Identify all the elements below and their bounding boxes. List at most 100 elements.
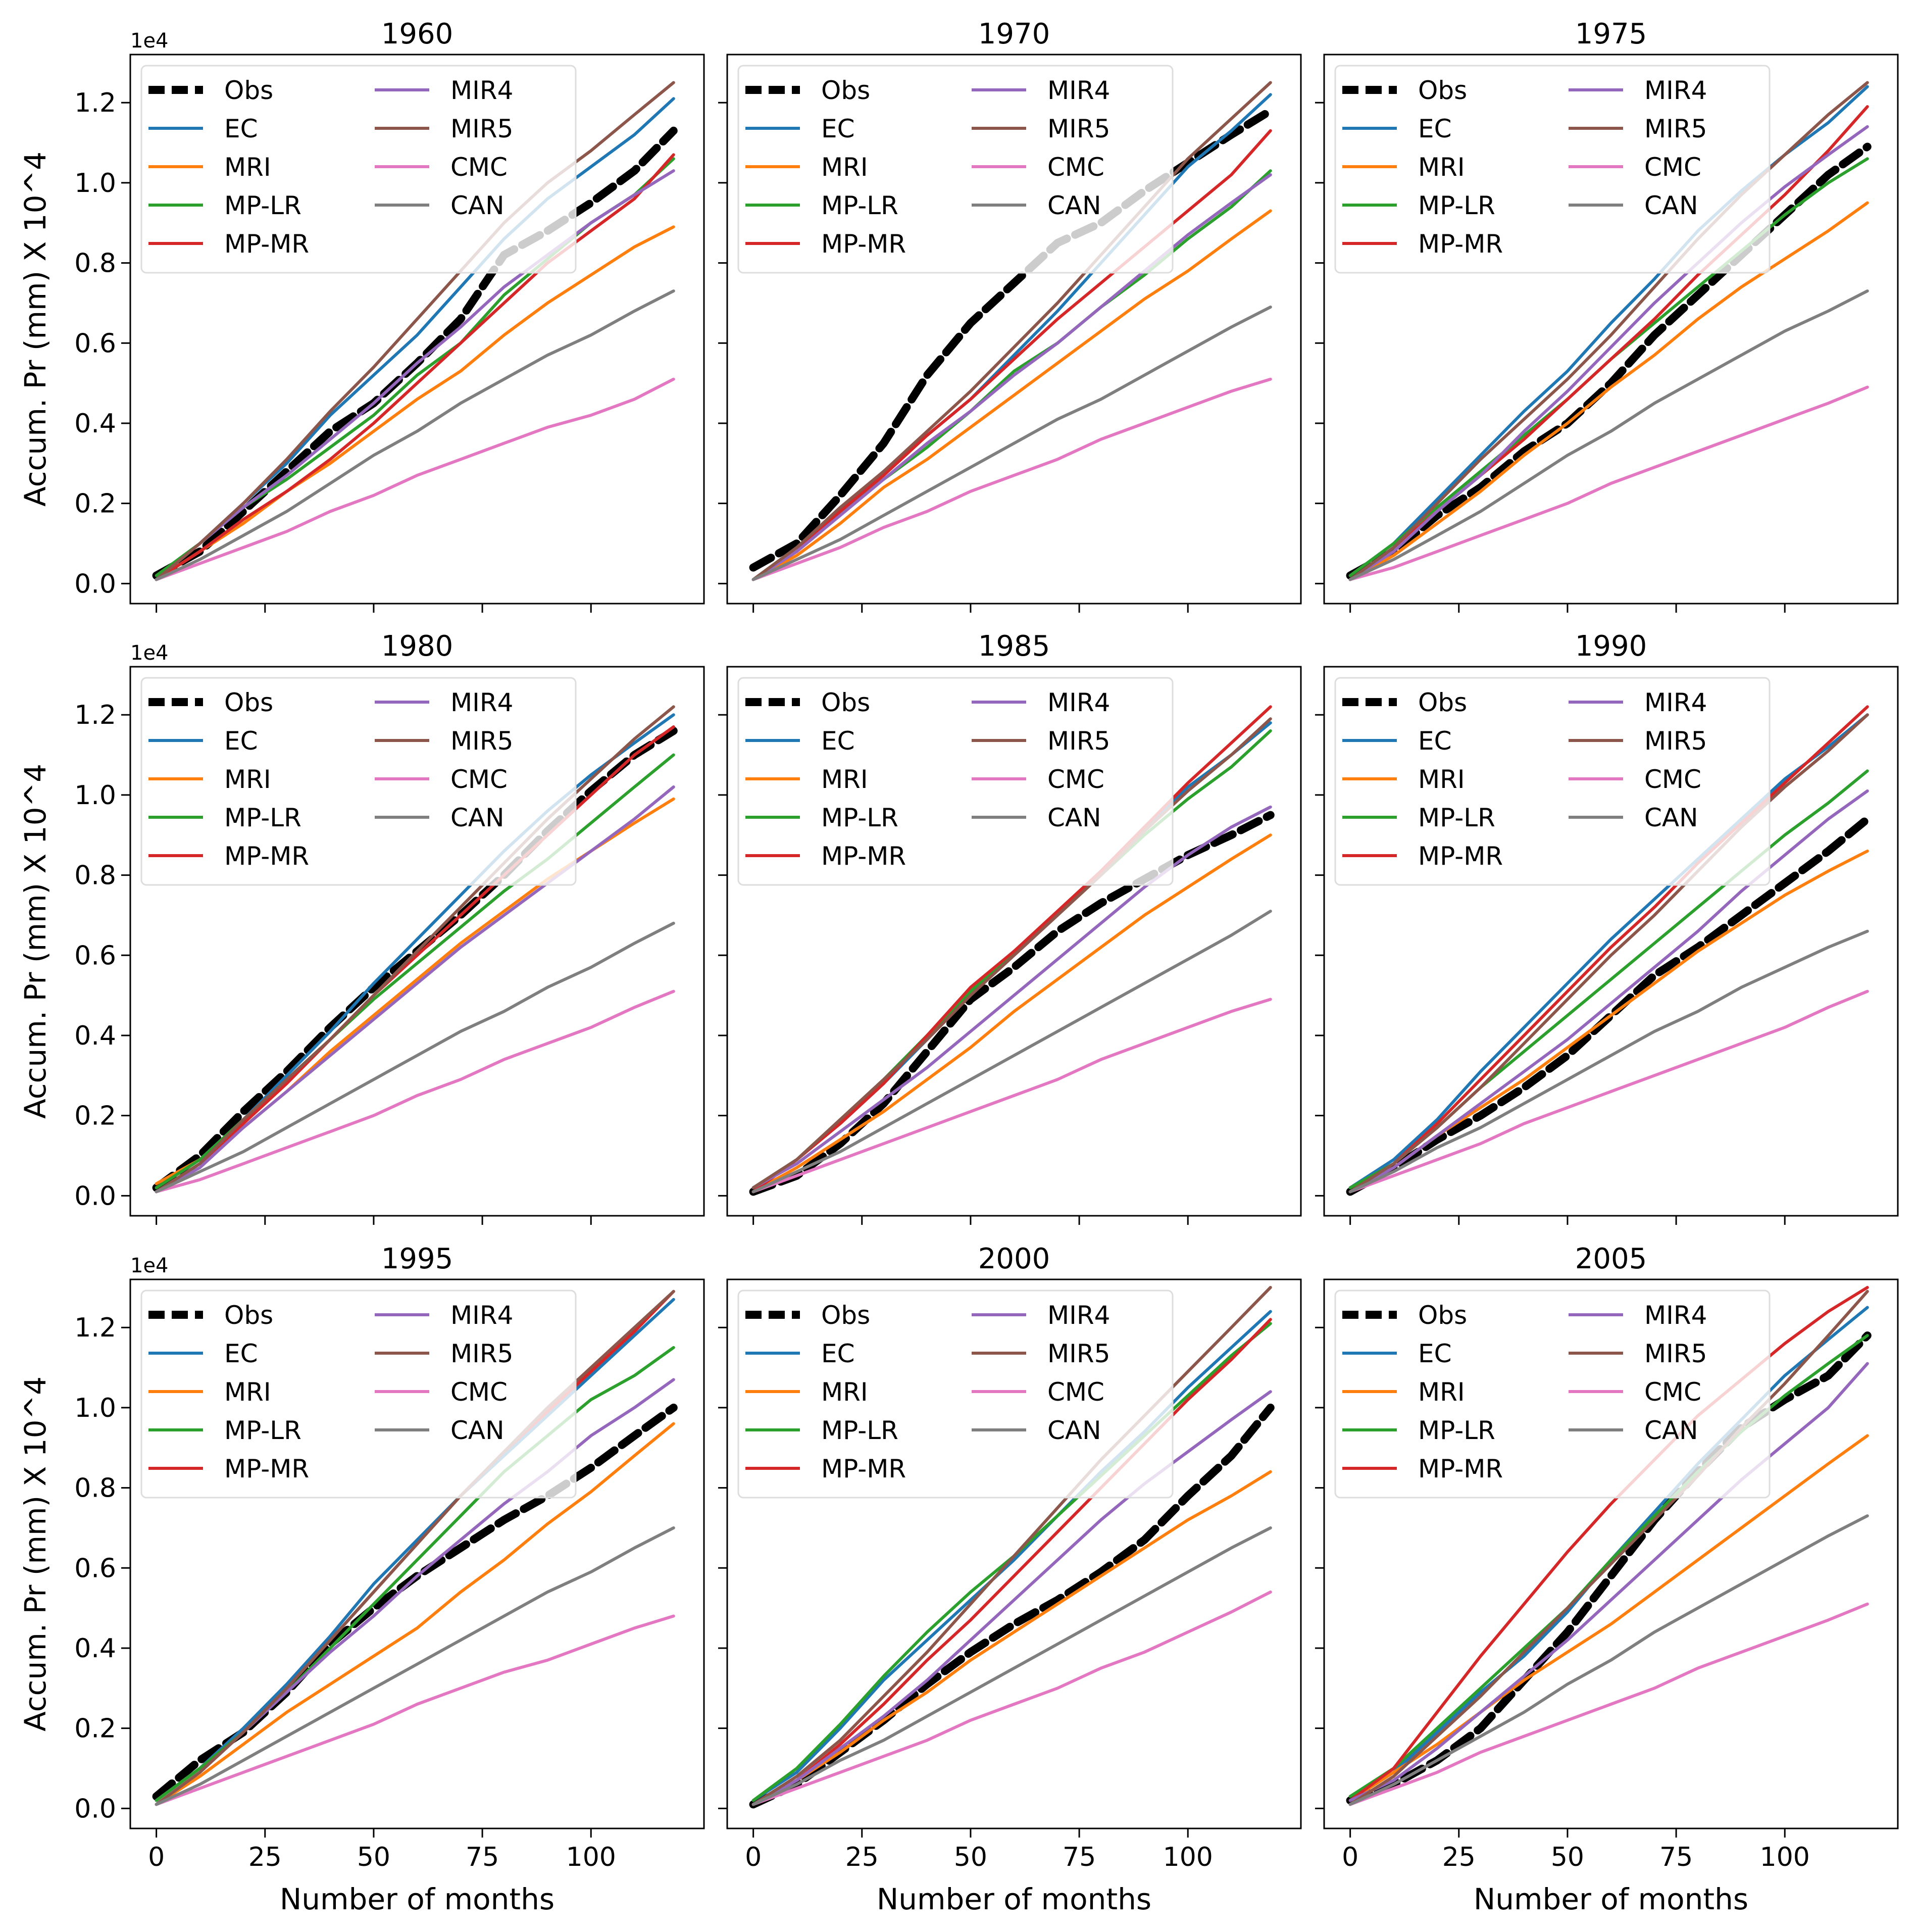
- panel-2005-xtick-label: 100: [1760, 1842, 1810, 1872]
- panel-1980-legend-label-mp-lr: MP-LR: [224, 803, 301, 832]
- panel-1970-legend-label-mp-lr: MP-LR: [821, 191, 898, 220]
- panel-1995-line-ec: [155, 1298, 675, 1802]
- panel-1980-line-mir5: [155, 705, 675, 1194]
- panel-1990-legend-label-mir5: MIR5: [1644, 726, 1707, 756]
- panel-2000-legend-label-mri: MRI: [821, 1377, 868, 1407]
- panel-2005-series: [1346, 1285, 1872, 1806]
- panel-1980-ytick-label: 0.8: [74, 861, 116, 891]
- panel-2005-legend-label-mp-mr: MP-MR: [1418, 1454, 1503, 1483]
- panel-1995-line-mri: [155, 1422, 675, 1806]
- panel-1995-ytick-label: 0.2: [74, 1714, 116, 1744]
- panel-1970: 1970 Obs EC MRI MP-LR MP-MR MIR4 MIR5 CMC CAN: [718, 18, 1302, 613]
- panel-2005-legend-label-mir5: MIR5: [1644, 1339, 1707, 1368]
- panel-1970-legend-label-mp-mr: MP-MR: [821, 229, 906, 259]
- panel-1995-ytick-label: 0.6: [74, 1553, 116, 1583]
- panel-2005-legend: Obs EC MRI MP-LR MP-MR MIR4 MIR5 CMC CAN: [1334, 1290, 1771, 1499]
- panel-2005-line-mp-mr: [1348, 1285, 1869, 1802]
- panel-2005-line-mir5: [1348, 1290, 1869, 1806]
- panel-1995-xtick-label: 100: [566, 1842, 616, 1872]
- panel-1990-legend-label-cmc: CMC: [1644, 765, 1701, 794]
- panel-1960-legend-box: [140, 65, 577, 274]
- panel-1995-legend-label-cmc: CMC: [450, 1377, 508, 1407]
- panel-1980-legend-label-ec: EC: [224, 726, 258, 756]
- panel-1980-legend-label-cmc: CMC: [450, 765, 508, 794]
- panel-1995-xtick-label: 25: [248, 1842, 282, 1872]
- panel-1970-legend-box: [737, 65, 1174, 274]
- panel-2000-legend-label-can: CAN: [1047, 1416, 1101, 1445]
- panel-1980-legend-label-mp-mr: MP-MR: [224, 841, 309, 871]
- panel-2000-line-mir4: [751, 1390, 1272, 1806]
- panel-1990-line-can: [1348, 929, 1869, 1194]
- panel-1990-legend-label-mp-lr: MP-LR: [1418, 803, 1495, 832]
- panel-1975: 1975 Obs EC MRI MP-LR MP-MR MIR4 MIR5 CMC CAN: [1315, 18, 1899, 613]
- panel-1975-legend-label-mir5: MIR5: [1644, 114, 1707, 143]
- panel-1960-legend-label-mri: MRI: [224, 153, 271, 182]
- panel-1985-line-cmc: [751, 998, 1272, 1194]
- panel-1980-y-offset-label: 1e4: [130, 641, 169, 665]
- panel-2000-legend-label-mir5: MIR5: [1047, 1339, 1110, 1368]
- panel-1990-legend-label-mp-mr: MP-MR: [1418, 841, 1503, 871]
- panel-1980-legend-label-mri: MRI: [224, 765, 271, 794]
- panel-1985-legend-label-mri: MRI: [821, 765, 868, 794]
- panel-1970-legend-label-mir5: MIR5: [1047, 114, 1110, 143]
- panel-2000-legend-label-cmc: CMC: [1047, 1377, 1104, 1407]
- panel-1995-xtick-label: 75: [466, 1842, 499, 1872]
- panel-2000-series: [749, 1285, 1275, 1809]
- panel-2005-legend-box: [1334, 1290, 1771, 1499]
- panel-1975-legend-label-obs: Obs: [1418, 76, 1467, 105]
- panel-2000-line-ec: [751, 1310, 1272, 1802]
- panel-1975-legend-label-ec: EC: [1418, 114, 1452, 143]
- panel-1995-line-cmc: [155, 1614, 675, 1806]
- panel-1960-line-mir4: [155, 169, 675, 581]
- panel-1980-legend: Obs EC MRI MP-LR MP-MR MIR4 MIR5 CMC CAN: [140, 677, 577, 886]
- panel-1960-ytick-label: 0.4: [74, 409, 116, 439]
- panel-1985: 1985 Obs EC MRI MP-LR MP-MR MIR4 MIR5 CMC CAN: [718, 630, 1302, 1225]
- panel-2005-legend-label-can: CAN: [1644, 1416, 1698, 1445]
- panel-1960-frame: [129, 54, 705, 605]
- panel-1990-title: 1990: [1575, 630, 1647, 663]
- panel-2005-line-mri: [1348, 1434, 1869, 1802]
- panel-1960-legend-label-mp-mr: MP-MR: [224, 229, 309, 259]
- panel-1980-line-mp-mr: [155, 725, 675, 1194]
- panel-1990-series: [1346, 705, 1872, 1196]
- panel-1985-legend-label-obs: Obs: [821, 688, 870, 717]
- panel-1960-line-mri: [155, 225, 675, 581]
- panel-1985-line-mp-mr: [751, 705, 1272, 1194]
- panel-1970-legend-label-cmc: CMC: [1047, 153, 1104, 182]
- panel-2000-xtick-label: 100: [1163, 1842, 1213, 1872]
- panel-2000-legend-label-obs: Obs: [821, 1301, 870, 1330]
- panel-1995-legend-label-mp-mr: MP-MR: [224, 1454, 309, 1483]
- panel-1975-title: 1975: [1575, 18, 1647, 51]
- panel-2000-line-mp-mr: [751, 1318, 1272, 1806]
- panel-2005-legend-label-cmc: CMC: [1644, 1377, 1701, 1407]
- panel-1985-line-mir5: [751, 717, 1272, 1190]
- panel-1970-legend-label-can: CAN: [1047, 191, 1101, 220]
- panel-2000-xtick-label: 50: [954, 1842, 987, 1872]
- panel-2000-line-mri: [751, 1470, 1272, 1806]
- panel-1985-legend-label-mir5: MIR5: [1047, 726, 1110, 756]
- panel-1995-ytick-label: 0.4: [74, 1633, 116, 1664]
- panel-1990-line-mir5: [1348, 713, 1869, 1194]
- panel-1960-title: 1960: [381, 18, 453, 51]
- panel-2000-legend-label-mp-mr: MP-MR: [821, 1454, 906, 1483]
- panel-1990-legend: Obs EC MRI MP-LR MP-MR MIR4 MIR5 CMC CAN: [1334, 677, 1771, 886]
- panel-1960-ytick-label: 0.2: [74, 489, 116, 519]
- panel-1995-xtick-label: 0: [148, 1842, 165, 1872]
- panel-1980-ytick-label: 0.0: [74, 1181, 116, 1211]
- panel-1985-title: 1985: [978, 630, 1050, 663]
- panel-2000-line-mir5: [751, 1285, 1272, 1806]
- panel-2005-xtick-label: 75: [1659, 1842, 1693, 1872]
- panel-1970-legend-label-mir4: MIR4: [1047, 76, 1110, 105]
- panel-1985-legend-label-mp-mr: MP-MR: [821, 841, 906, 871]
- panel-1980-ylabel: Accum. Pr (mm) X 10^4: [18, 764, 53, 1119]
- panel-1985-legend-label-mir4: MIR4: [1047, 688, 1110, 717]
- panel-1975-legend-label-mp-mr: MP-MR: [1418, 229, 1503, 259]
- panel-1985-line-mir4: [751, 805, 1272, 1190]
- panel-1995-legend-label-mri: MRI: [224, 1377, 271, 1407]
- panel-1975-legend-label-can: CAN: [1644, 191, 1698, 220]
- panel-1995-series: [152, 1290, 678, 1806]
- panel-1970-line-mp-mr: [751, 129, 1272, 581]
- panel-1970-legend: Obs EC MRI MP-LR MP-MR MIR4 MIR5 CMC CAN: [737, 65, 1174, 274]
- panel-1995-legend-label-mir4: MIR4: [450, 1301, 513, 1330]
